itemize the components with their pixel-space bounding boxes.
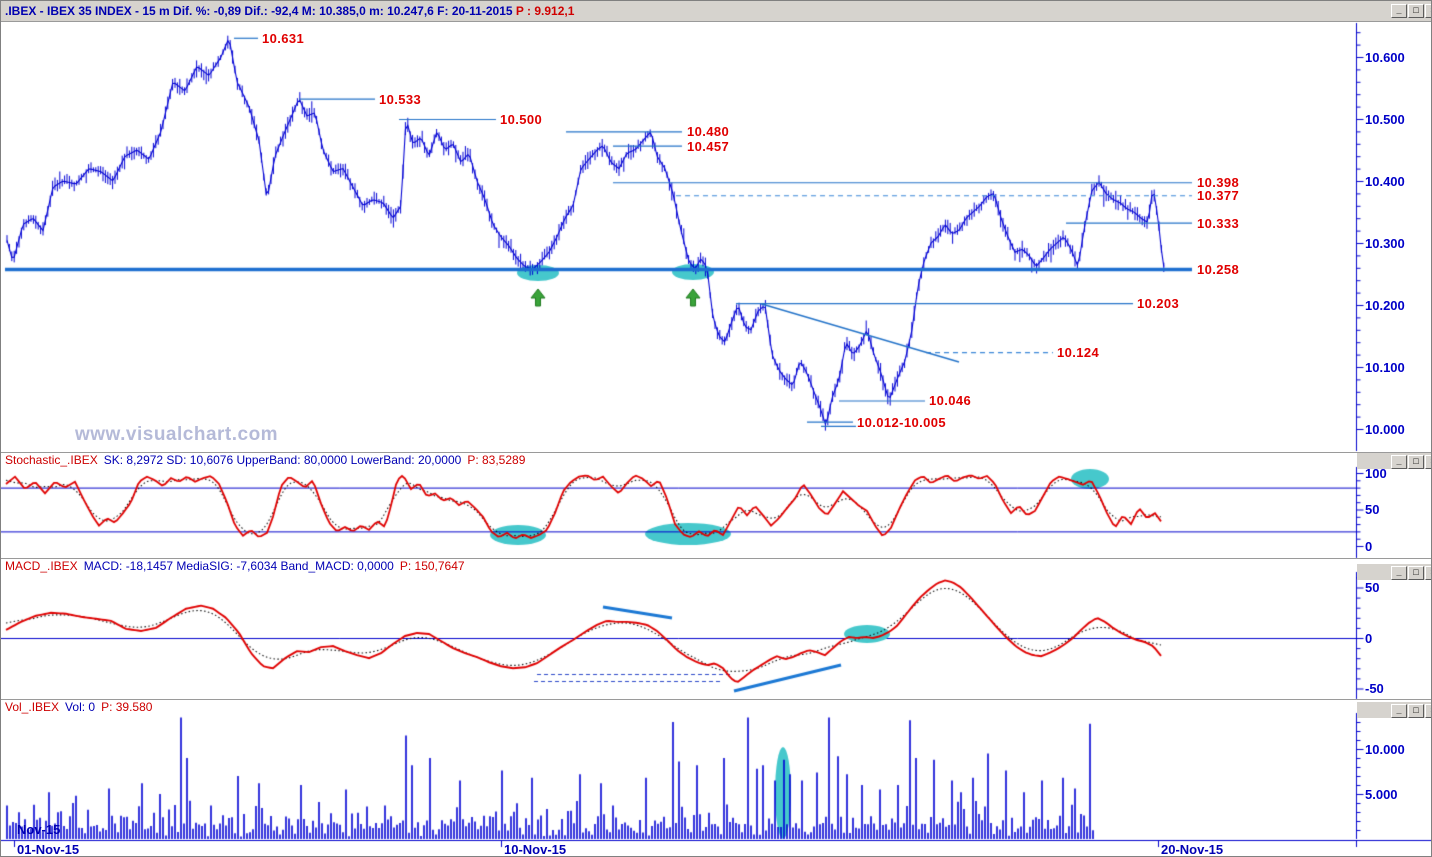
macd-title: MACD_.IBEX [5,559,78,573]
window-title-text: .IBEX - IBEX 35 INDEX - 15 m Dif. %: -0,… [5,4,513,18]
panel-separator [1,699,1431,700]
macd-plot-area[interactable] [1,572,1356,699]
macd-panel-minimize-button[interactable]: _ [1391,566,1407,580]
volume-header[interactable]: Vol_.IBEX Vol: 0 P: 39.580 [5,700,152,714]
price-plot-area[interactable] [1,23,1356,451]
volume-panel-controls: _□× [1390,704,1431,718]
stochastic-panel-controls: _□× [1390,455,1431,469]
window-title: .IBEX - IBEX 35 INDEX - 15 m Dif. %: -0,… [5,4,574,18]
volume-panel-close-button[interactable]: × [1425,704,1431,718]
macd-panel-maximize-button[interactable]: □ [1408,566,1424,580]
stochastic-panel-close-button[interactable]: × [1425,455,1431,469]
macd-params: MACD: -18,1457 MediaSIG: -7,6034 Band_MA… [83,559,394,573]
stochastic-panel-maximize-button[interactable]: □ [1408,455,1424,469]
stochastic-axis[interactable] [1357,469,1431,558]
stochastic-panel-minimize-button[interactable]: _ [1391,455,1407,469]
panel-separator [1,452,1431,453]
stochastic-p-value: P: 83,5289 [467,453,526,467]
stochastic-plot-area[interactable] [1,467,1356,558]
window-maximize-button[interactable]: □ [1408,4,1424,18]
window-title-price: P : 9.912,1 [515,4,575,18]
stochastic-title: Stochastic_.IBEX [5,453,98,467]
volume-plot-area[interactable] [1,713,1356,839]
volume-panel-maximize-button[interactable]: □ [1408,704,1424,718]
volume-p-value: P: 39.580 [101,700,153,714]
panel-separator [1,558,1431,559]
macd-panel-close-button[interactable]: × [1425,566,1431,580]
macd-header[interactable]: MACD_.IBEX MACD: -18,1457 MediaSIG: -7,60… [5,559,465,573]
macd-panel-controls: _□× [1390,566,1431,580]
volume-panel-minimize-button[interactable]: _ [1391,704,1407,718]
volume-axis[interactable] [1357,718,1431,839]
stochastic-params: SK: 8,2972 SD: 10,6076 UpperBand: 80,000… [103,453,462,467]
macd-p-value: P: 150,7647 [399,559,465,573]
window-titlebar[interactable]: .IBEX - IBEX 35 INDEX - 15 m Dif. %: -0,… [1,1,1431,22]
window-close-button[interactable]: × [1425,4,1431,18]
macd-axis[interactable] [1357,580,1431,699]
stochastic-header[interactable]: Stochastic_.IBEX SK: 8,2972 SD: 10,6076 U… [5,453,525,467]
window-controls: _□× [1390,4,1431,18]
volume-title: Vol_.IBEX [5,700,60,714]
price-axis[interactable] [1357,23,1431,452]
window-minimize-button[interactable]: _ [1391,4,1407,18]
volume-params: Vol: 0 [65,700,96,714]
time-axis[interactable] [1,839,1431,856]
